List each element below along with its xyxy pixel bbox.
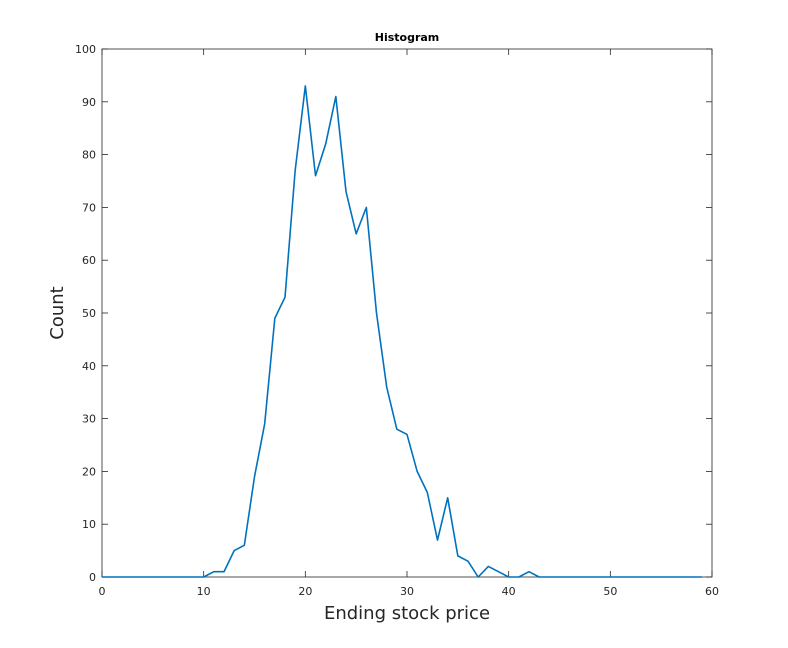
data-point — [417, 471, 418, 472]
data-point — [600, 576, 601, 577]
data-point — [701, 576, 702, 577]
data-point — [681, 576, 682, 577]
data-point — [183, 576, 184, 577]
data-point — [254, 476, 255, 477]
y-tick-label: 10 — [82, 518, 96, 531]
data-point — [213, 571, 214, 572]
data-point — [630, 576, 631, 577]
data-point — [528, 571, 529, 572]
data-point — [274, 318, 275, 319]
y-axis-label: Count — [47, 286, 68, 339]
data-point — [162, 576, 163, 577]
data-point — [406, 434, 407, 435]
axes-box — [101, 48, 713, 578]
data-point — [173, 576, 174, 577]
data-point — [640, 576, 641, 577]
data-point — [366, 207, 367, 208]
data-point — [549, 576, 550, 577]
data-point — [539, 576, 540, 577]
data-point — [315, 175, 316, 176]
data-point — [661, 576, 662, 577]
data-point — [498, 571, 499, 572]
x-axis-label: Ending stock price — [324, 603, 490, 624]
data-point — [284, 297, 285, 298]
data-point — [386, 386, 387, 387]
data-point — [244, 545, 245, 546]
data-point — [650, 576, 651, 577]
data-point — [467, 561, 468, 562]
data-point — [122, 576, 123, 577]
data-point — [142, 576, 143, 577]
y-tick-label: 30 — [82, 413, 96, 426]
y-tick-label: 50 — [82, 307, 96, 320]
data-point — [152, 576, 153, 577]
data-point — [264, 423, 265, 424]
data-point — [508, 576, 509, 577]
data-point — [610, 576, 611, 577]
x-ticks: 0 10 20 30 40 50 60 — [99, 49, 719, 598]
series-line — [102, 85, 702, 578]
data-point — [325, 143, 326, 144]
y-tick-label: 20 — [82, 465, 96, 478]
y-tick-label: 40 — [82, 360, 96, 373]
data-point — [569, 576, 570, 577]
x-tick-label: 0 — [99, 585, 106, 598]
plot-area — [102, 49, 712, 577]
data-point — [193, 576, 194, 577]
data-point — [356, 233, 357, 234]
data-point — [559, 576, 560, 577]
data-point — [335, 96, 336, 97]
data-point — [488, 566, 489, 567]
data-point — [589, 576, 590, 577]
data-point — [101, 576, 102, 577]
data-point — [437, 539, 438, 540]
data-point — [295, 170, 296, 171]
data-point — [457, 555, 458, 556]
data-point — [234, 550, 235, 551]
x-tick-label: 20 — [298, 585, 312, 598]
y-tick-label: 90 — [82, 96, 96, 109]
data-point — [396, 429, 397, 430]
y-tick-label: 100 — [75, 43, 96, 56]
data-point — [112, 576, 113, 577]
series-layer — [101, 85, 702, 578]
y-tick-label: 0 — [89, 571, 96, 584]
data-point — [305, 85, 306, 86]
y-tick-label: 70 — [82, 201, 96, 214]
data-point — [345, 191, 346, 192]
data-point — [203, 576, 204, 577]
x-tick-label: 50 — [603, 585, 617, 598]
data-point — [691, 576, 692, 577]
chart-title: Histogram — [375, 31, 440, 44]
data-point — [223, 571, 224, 572]
data-point — [518, 576, 519, 577]
y-ticks: 0 10 20 30 40 50 60 70 80 90 100 — [75, 43, 712, 584]
data-point — [620, 576, 621, 577]
data-point — [579, 576, 580, 577]
x-tick-label: 10 — [197, 585, 211, 598]
data-point — [132, 576, 133, 577]
data-point — [478, 576, 479, 577]
data-point — [447, 497, 448, 498]
data-point — [376, 312, 377, 313]
data-point — [427, 492, 428, 493]
x-tick-label: 30 — [400, 585, 414, 598]
y-tick-label: 80 — [82, 149, 96, 162]
x-tick-label: 60 — [705, 585, 719, 598]
data-point — [671, 576, 672, 577]
x-tick-label: 40 — [502, 585, 516, 598]
y-tick-label: 60 — [82, 254, 96, 267]
